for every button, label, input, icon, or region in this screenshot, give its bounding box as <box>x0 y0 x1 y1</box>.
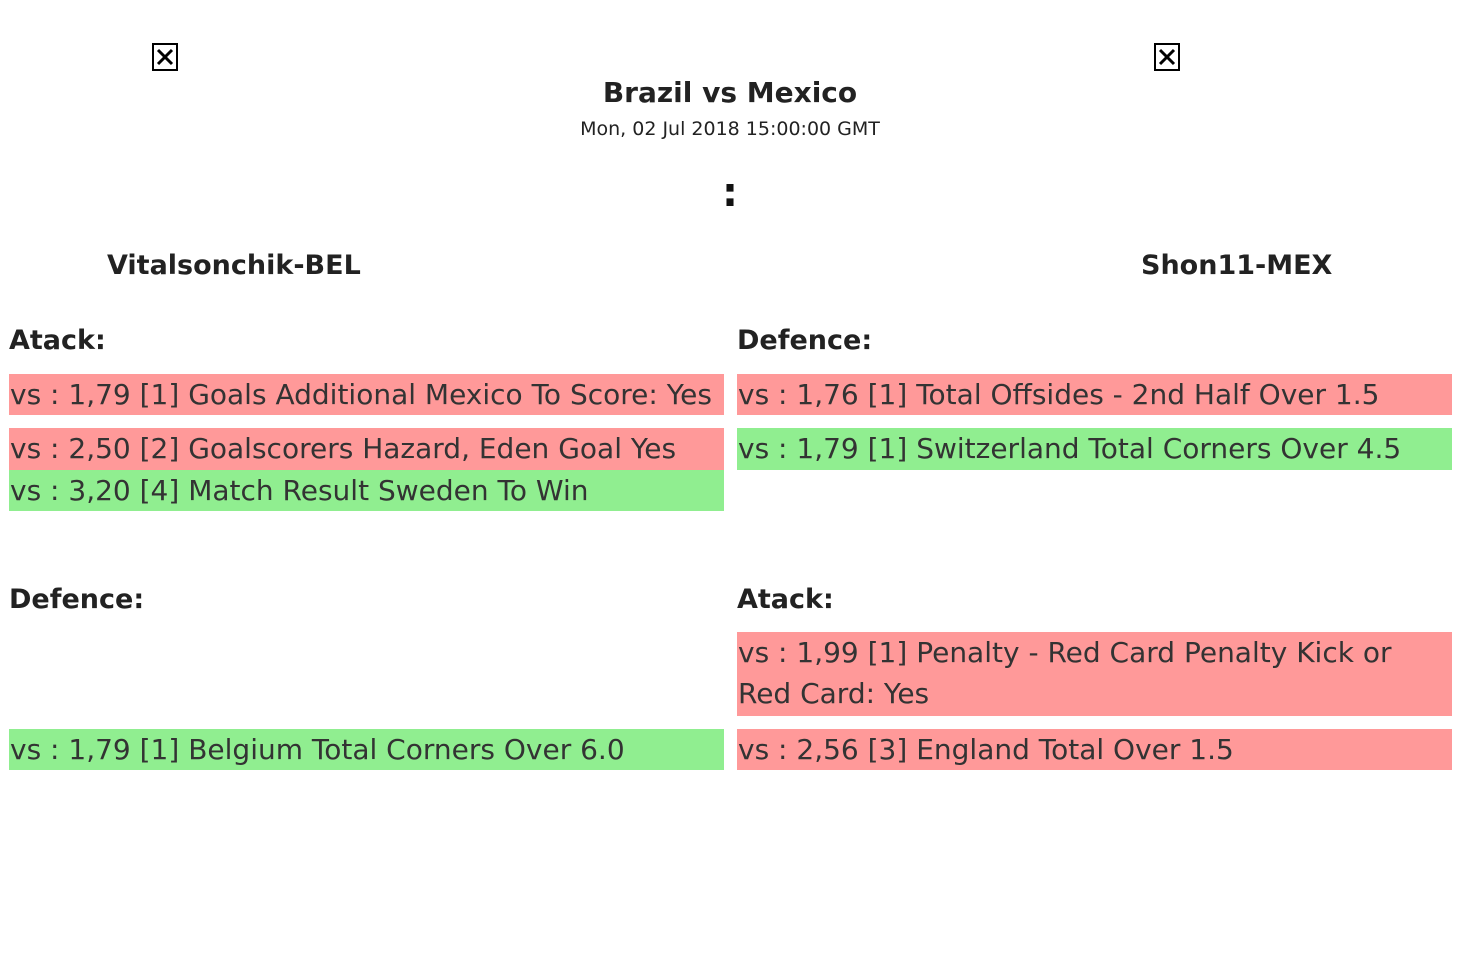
broken-image-icon <box>1154 43 1180 71</box>
match-title: Brazil vs Mexico <box>602 76 858 109</box>
bet-row: vs : 1,79 [1] Goals Additional Mexico To… <box>9 374 724 415</box>
bet-row: vs : 1,79 [1] Switzerland Total Corners … <box>737 428 1452 470</box>
bet-row: vs : 2,50 [2] Goalscorers Hazard, Eden G… <box>9 428 724 470</box>
broken-image-icon <box>152 43 178 71</box>
player-left-name: Vitalsonchik-BEL <box>107 250 361 281</box>
bet-row: vs : 1,79 [1] Belgium Total Corners Over… <box>9 729 724 770</box>
match-score: : <box>722 170 738 216</box>
player-right-name: Shon11-MEX <box>1141 250 1333 281</box>
bet-row: vs : 1,99 [1] Penalty - Red Card Penalty… <box>737 632 1452 716</box>
bet-row: vs : 3,20 [4] Match Result Sweden To Win <box>9 470 724 511</box>
right-atack-title: Atack: <box>737 584 834 615</box>
left-atack-title: Atack: <box>9 325 106 356</box>
bet-row: vs : 1,76 [1] Total Offsides - 2nd Half … <box>737 374 1452 415</box>
bet-row: vs : 2,56 [3] England Total Over 1.5 <box>737 729 1452 770</box>
right-defence-title: Defence: <box>737 325 873 356</box>
left-defence-title: Defence: <box>9 584 145 615</box>
match-date: Mon, 02 Jul 2018 15:00:00 GMT <box>580 118 880 140</box>
